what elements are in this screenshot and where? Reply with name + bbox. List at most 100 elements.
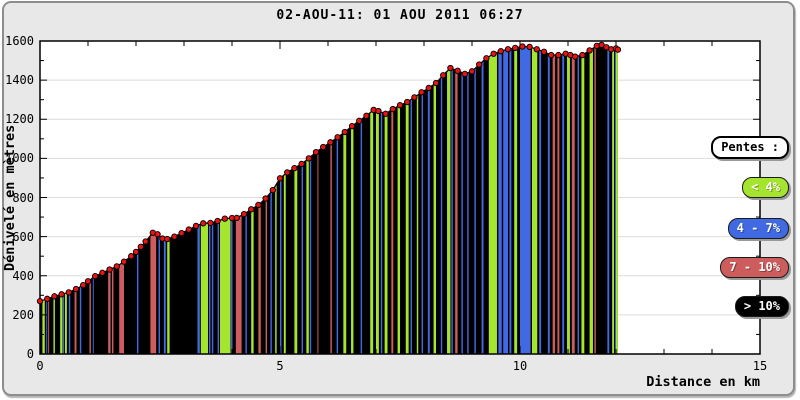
elevation-point bbox=[65, 289, 72, 296]
slope-stripe-b47 bbox=[562, 53, 565, 354]
slope-stripe-lt4 bbox=[405, 101, 409, 354]
slope-stripe-lt4 bbox=[532, 47, 538, 355]
slope-stripe-lt4 bbox=[433, 83, 436, 354]
elevation-point bbox=[348, 122, 356, 130]
slope-stripe-b710 bbox=[265, 196, 268, 354]
slope-stripe-lt4 bbox=[514, 47, 518, 354]
slope-stripe-lt4 bbox=[306, 158, 309, 354]
y-tick-label: 1000 bbox=[5, 151, 34, 166]
slope-stripe-lt4 bbox=[567, 54, 570, 355]
slope-stripe-b47 bbox=[208, 222, 211, 354]
elevation-point bbox=[214, 217, 221, 225]
slope-stripe-b47 bbox=[211, 222, 214, 354]
elevation-point bbox=[504, 46, 512, 53]
elevation-point bbox=[276, 175, 284, 182]
slope-stripe-lt4 bbox=[612, 48, 615, 354]
elevation-point bbox=[248, 206, 255, 213]
elevation-point bbox=[137, 243, 144, 250]
slope-stripe-b47 bbox=[440, 76, 443, 354]
y-tick-label: 1200 bbox=[5, 112, 34, 127]
elevation-point bbox=[614, 46, 622, 53]
slope-stripe-b47 bbox=[158, 235, 160, 354]
elevation-point bbox=[382, 110, 389, 117]
elevation-point bbox=[476, 61, 483, 68]
elevation-point bbox=[447, 64, 454, 72]
slope-stripe-b710 bbox=[552, 55, 556, 355]
slope-stripe-lt4 bbox=[64, 292, 67, 354]
elevation-point bbox=[404, 98, 411, 106]
slope-stripe-b47 bbox=[615, 48, 616, 355]
elevation-point bbox=[36, 298, 44, 305]
slope-stripe-lt4 bbox=[343, 130, 347, 354]
slope-stripe-b710 bbox=[235, 215, 242, 354]
slope-stripe-b710 bbox=[391, 108, 394, 354]
y-tick-label: 1400 bbox=[5, 73, 34, 88]
slope-stripe-b47 bbox=[301, 162, 304, 354]
slope-stripe-lt4 bbox=[589, 48, 593, 355]
elevation-point bbox=[327, 139, 334, 146]
slope-stripe-lt4 bbox=[488, 52, 497, 354]
elevation-point bbox=[526, 43, 533, 51]
elevation-point bbox=[389, 105, 396, 113]
slope-stripe-b47 bbox=[547, 53, 550, 354]
chart-title: 02-AOU-11: 01 AOU 2011 06:27 bbox=[276, 8, 524, 23]
slope-stripe-b47 bbox=[163, 238, 166, 354]
elevation-point bbox=[440, 72, 447, 79]
slope-stripe-b710 bbox=[119, 261, 124, 354]
legend-item-7-10pct: 7 - 10% bbox=[720, 257, 789, 278]
slope-stripe-lt4 bbox=[397, 105, 400, 354]
slope-stripe-lt4 bbox=[275, 183, 277, 354]
slope-stripe-b47 bbox=[360, 118, 363, 354]
elevation-point bbox=[154, 231, 161, 238]
slope-stripe-b710 bbox=[455, 69, 458, 354]
slope-stripe-b47 bbox=[197, 224, 200, 354]
elevation-point bbox=[432, 79, 440, 87]
slope-stripe-b47 bbox=[68, 291, 71, 354]
elevation-point bbox=[80, 281, 87, 289]
elevation-point bbox=[240, 210, 248, 218]
elevation-point bbox=[334, 134, 341, 141]
slope-stripe-lt4 bbox=[42, 299, 45, 354]
slope-stripe-b47 bbox=[474, 67, 476, 354]
elevation-point bbox=[497, 48, 504, 55]
elevation-point bbox=[425, 84, 432, 92]
legend-title: Pentes : bbox=[711, 136, 789, 159]
slope-stripe-b47 bbox=[280, 177, 282, 354]
elevation-point bbox=[548, 51, 555, 59]
slope-stripe-b47 bbox=[380, 111, 383, 354]
slope-stripe-b47 bbox=[92, 277, 94, 354]
slope-stripe-b710 bbox=[74, 288, 77, 354]
slope-stripe-b47 bbox=[503, 49, 508, 355]
slope-stripe-b47 bbox=[336, 136, 339, 354]
slope-stripe-lt4 bbox=[294, 166, 298, 354]
elevation-point bbox=[454, 67, 461, 74]
slope-stripe-lt4 bbox=[220, 218, 231, 354]
elevation-point bbox=[128, 253, 135, 260]
slope-stripe-b47 bbox=[270, 191, 272, 354]
slope-stripe-b47 bbox=[520, 46, 531, 354]
elevation-point bbox=[519, 43, 526, 50]
legend-item-4-7pct: 4 - 7% bbox=[727, 218, 789, 239]
elevation-point bbox=[320, 143, 327, 151]
y-tick-label: 400 bbox=[12, 268, 34, 283]
elevation-point bbox=[555, 51, 562, 59]
slope-stripe-b47 bbox=[309, 156, 312, 354]
x-axis-label: Distance en km bbox=[646, 374, 760, 390]
slope-stripe-b47 bbox=[577, 55, 580, 354]
slope-stripe-lt4 bbox=[616, 48, 618, 355]
slope-stripe-b47 bbox=[63, 293, 64, 354]
slope-stripe-lt4 bbox=[167, 238, 170, 354]
elevation-point bbox=[540, 48, 548, 55]
slope-stripe-b710 bbox=[571, 55, 575, 354]
elevation-point bbox=[461, 70, 468, 78]
y-tick-label: 600 bbox=[12, 229, 34, 244]
slope-stripe-b710 bbox=[112, 267, 114, 354]
x-tick-label: 10 bbox=[512, 359, 528, 373]
slope-stripe-lt4 bbox=[53, 296, 55, 354]
elevation-point bbox=[418, 89, 425, 96]
slope-stripe-b47 bbox=[136, 249, 139, 354]
slope-stripe-b47 bbox=[451, 68, 453, 354]
slope-stripe-b47 bbox=[245, 212, 247, 354]
slope-stripe-b710 bbox=[258, 202, 261, 354]
